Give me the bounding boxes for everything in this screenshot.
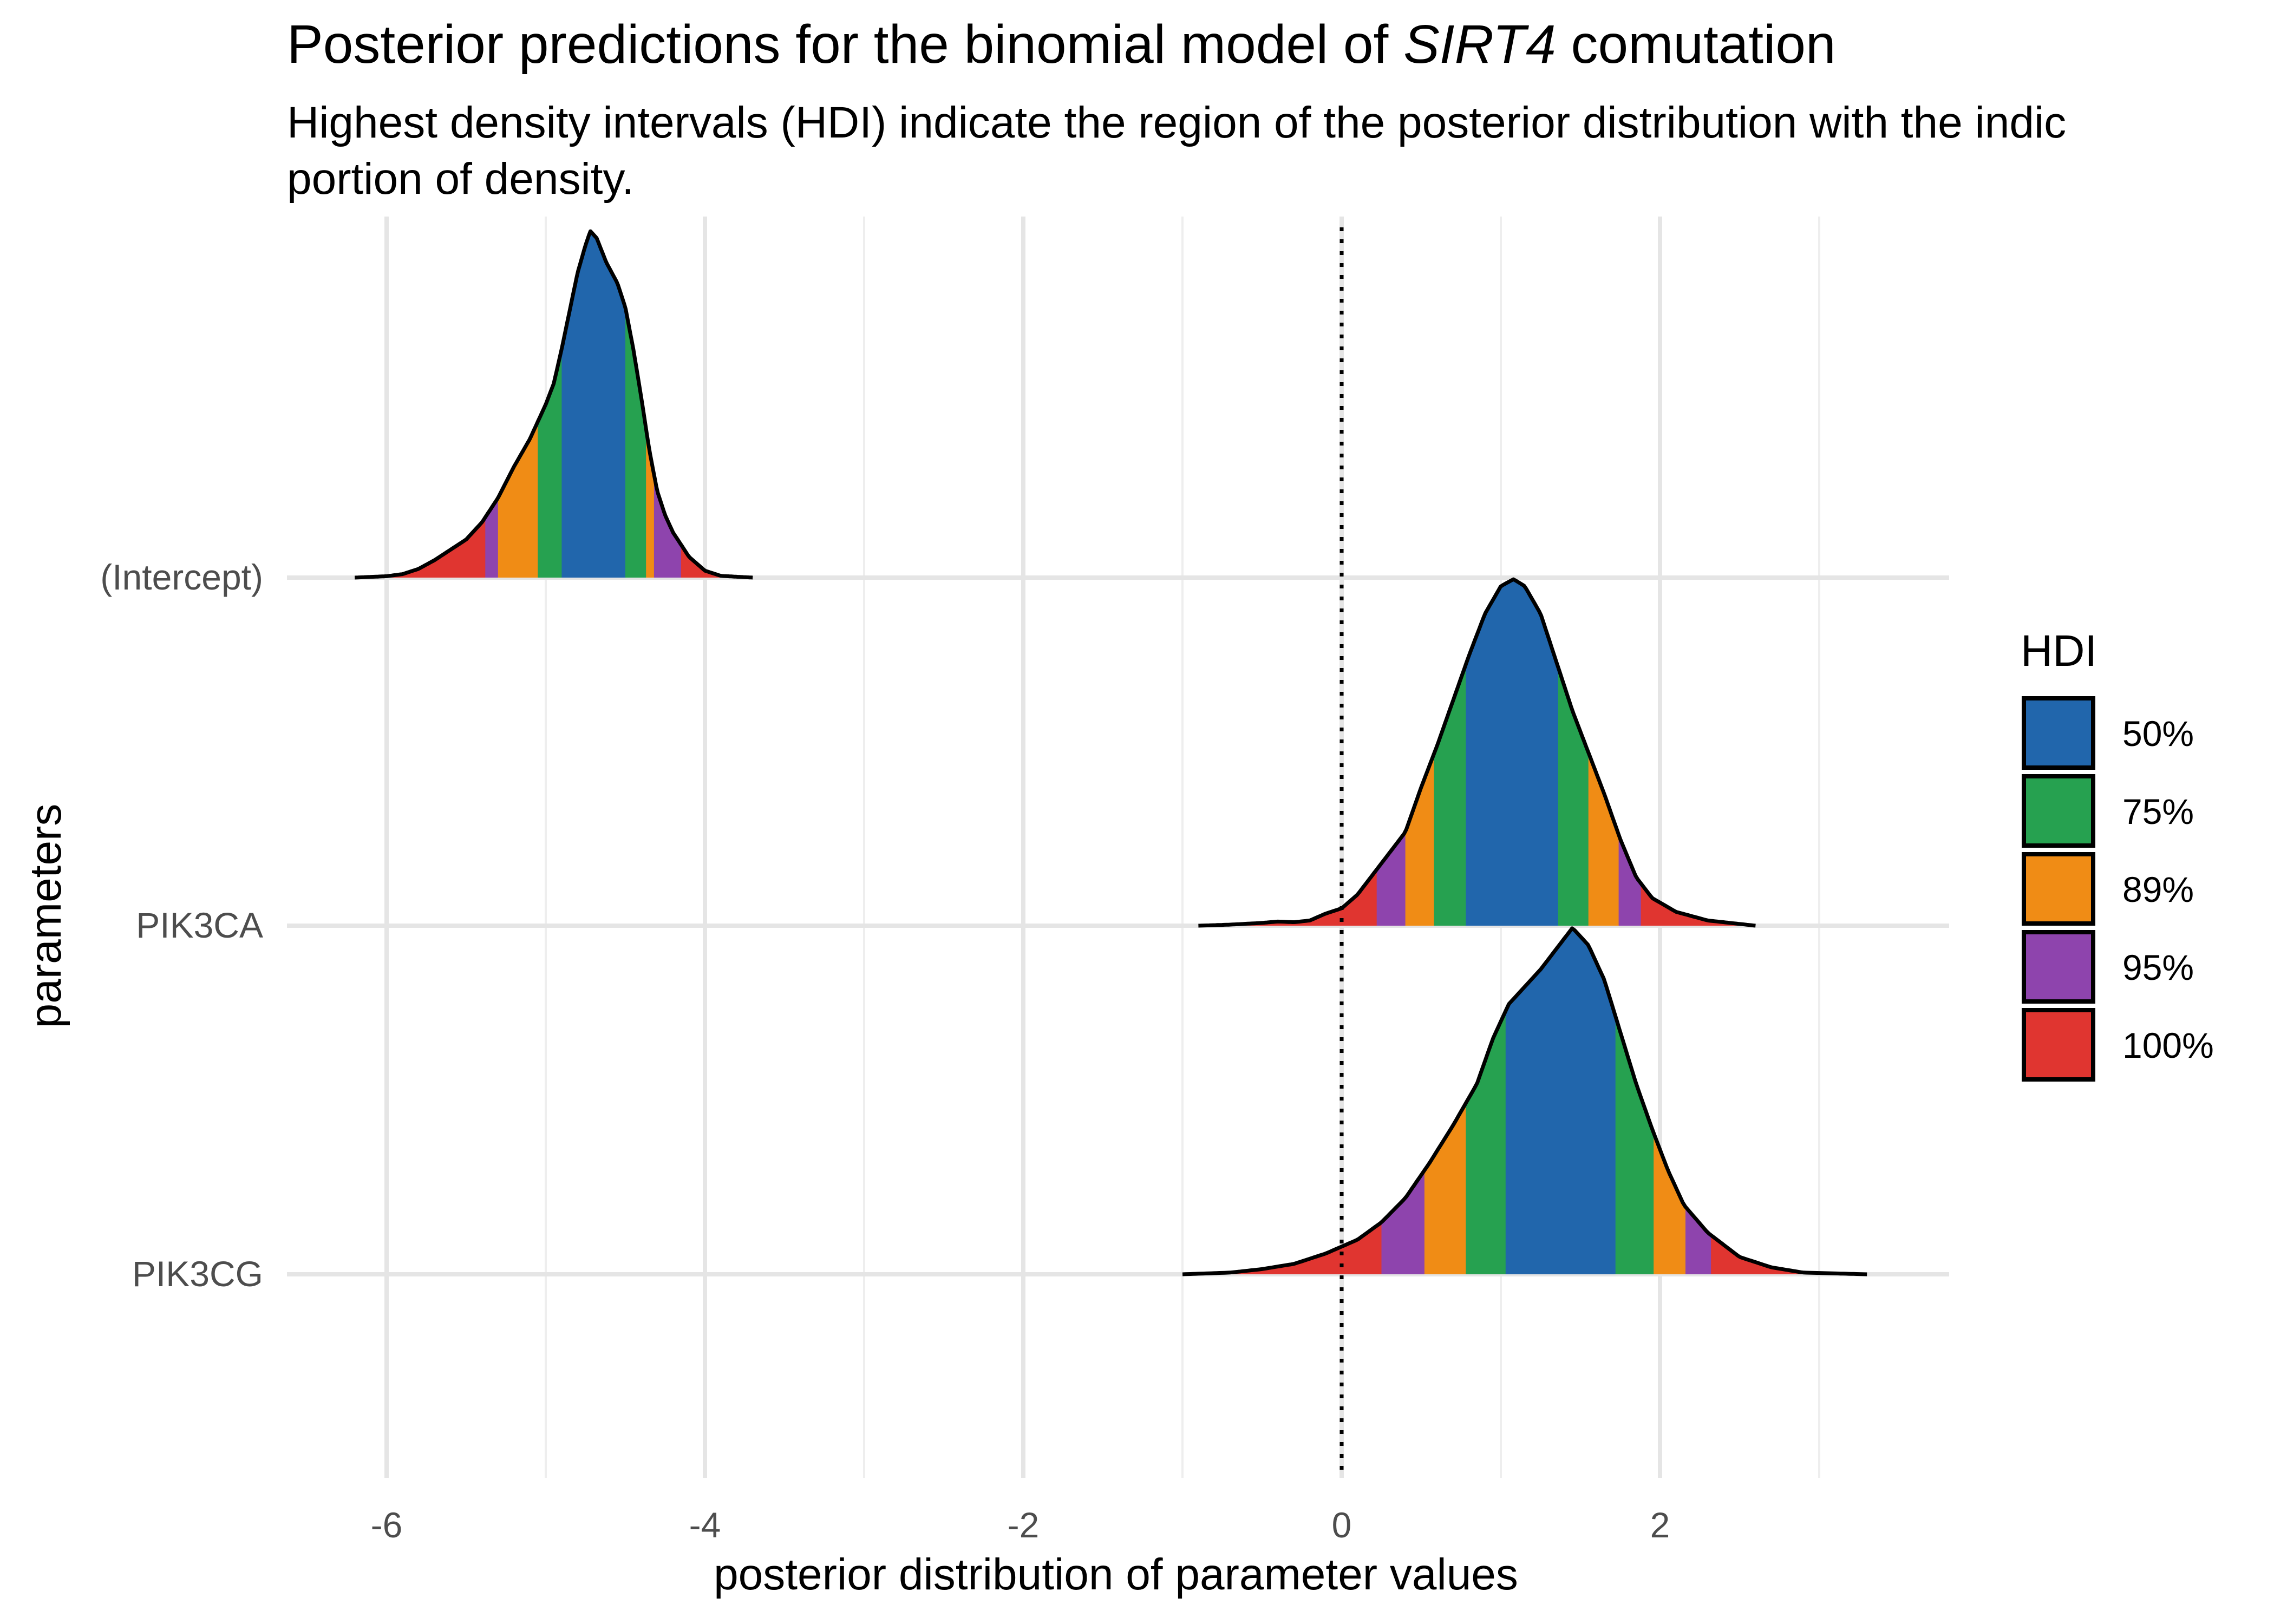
density-outline <box>1182 926 1867 1276</box>
major-gridlines <box>287 217 1949 1478</box>
legend-swatch-50 <box>2022 696 2095 770</box>
legend-title: HDI <box>2021 626 2097 676</box>
chart-title-gene: SIRT4 <box>1403 14 1556 75</box>
legend-label: 50% <box>2122 713 2194 754</box>
y-tick-label: (Intercept) <box>100 557 263 597</box>
x-tick-label: 2 <box>1650 1505 1670 1545</box>
x-tick-label: -2 <box>1008 1505 1040 1545</box>
hdi-legend: HDI 50% 75% 89% 95% 100% <box>2021 626 2214 1082</box>
legend-swatch-75 <box>2022 774 2095 848</box>
ridge-pik3ca <box>1198 577 1756 928</box>
density-ridges <box>354 229 1867 1276</box>
legend-swatch-89 <box>2022 852 2095 926</box>
density-outline <box>354 229 753 580</box>
x-axis-tick-labels: -6 -4 -2 0 2 <box>371 1505 1670 1545</box>
legend-swatch-95 <box>2022 930 2095 1004</box>
y-tick-label: PIK3CG <box>132 1254 263 1294</box>
hdi-band-50 <box>1505 928 1616 1274</box>
y-axis-title: parameters <box>21 804 70 1029</box>
legend-label: 75% <box>2122 791 2194 831</box>
density-outline <box>1198 577 1756 928</box>
ridge-intercept <box>354 229 753 580</box>
x-tick-label: -4 <box>689 1505 721 1545</box>
legend-swatch-100 <box>2022 1008 2095 1082</box>
hdi-band-50 <box>1466 579 1558 926</box>
hdi-band-50 <box>561 231 625 578</box>
x-tick-label: 0 <box>1332 1505 1352 1545</box>
y-tick-label: PIK3CA <box>136 905 263 945</box>
legend-label: 100% <box>2122 1025 2214 1065</box>
x-axis-title: posterior distribution of parameter valu… <box>714 1550 1518 1599</box>
minor-gridlines <box>545 217 1820 1478</box>
y-axis-tick-labels: (Intercept) PIK3CA PIK3CG <box>100 557 263 1294</box>
chart-title-suffix: comutation <box>1556 14 1836 75</box>
chart-subtitle-line-2: portion of density. <box>287 154 634 204</box>
chart-title-prefix: Posterior predictions for the binomial m… <box>287 14 1403 75</box>
legend-label: 95% <box>2122 947 2194 987</box>
ridge-pik3cg <box>1182 926 1867 1276</box>
chart-title: Posterior predictions for the binomial m… <box>287 14 1836 75</box>
legend-label: 89% <box>2122 869 2194 909</box>
x-tick-label: -6 <box>371 1505 403 1545</box>
chart-subtitle-line-1: Highest density intervals (HDI) indicate… <box>287 98 2066 147</box>
